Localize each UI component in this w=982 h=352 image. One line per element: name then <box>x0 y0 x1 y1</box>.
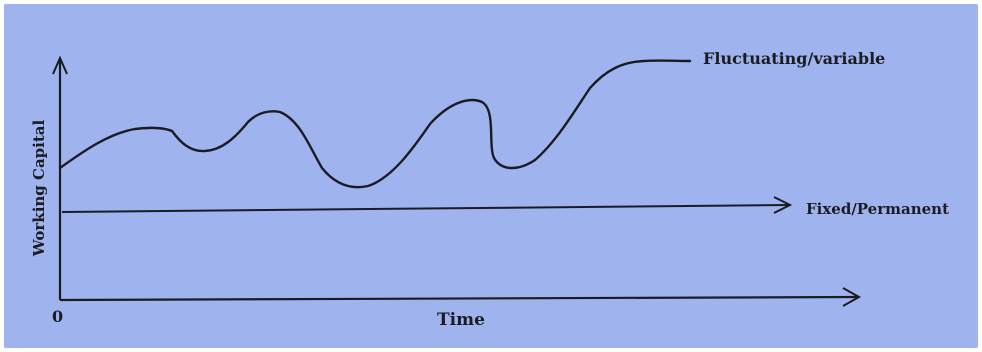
fixed-line-arrowhead <box>773 196 793 214</box>
x-axis-label: Time <box>437 310 485 330</box>
origin-label: 0 <box>52 307 63 326</box>
fluctuating-variable-label: Fluctuating/variable <box>703 49 885 68</box>
fixed-permanent-label: Fixed/Permanent <box>806 200 949 218</box>
x-axis <box>59 295 859 302</box>
fluctuating-variable-curve <box>58 59 692 189</box>
y-axis-label: Working Capital <box>30 119 48 257</box>
y-axis-arrowhead <box>52 55 68 75</box>
diagram-background <box>4 4 978 348</box>
x-axis-arrowhead <box>842 287 862 307</box>
fixed-permanent-line <box>61 204 789 213</box>
